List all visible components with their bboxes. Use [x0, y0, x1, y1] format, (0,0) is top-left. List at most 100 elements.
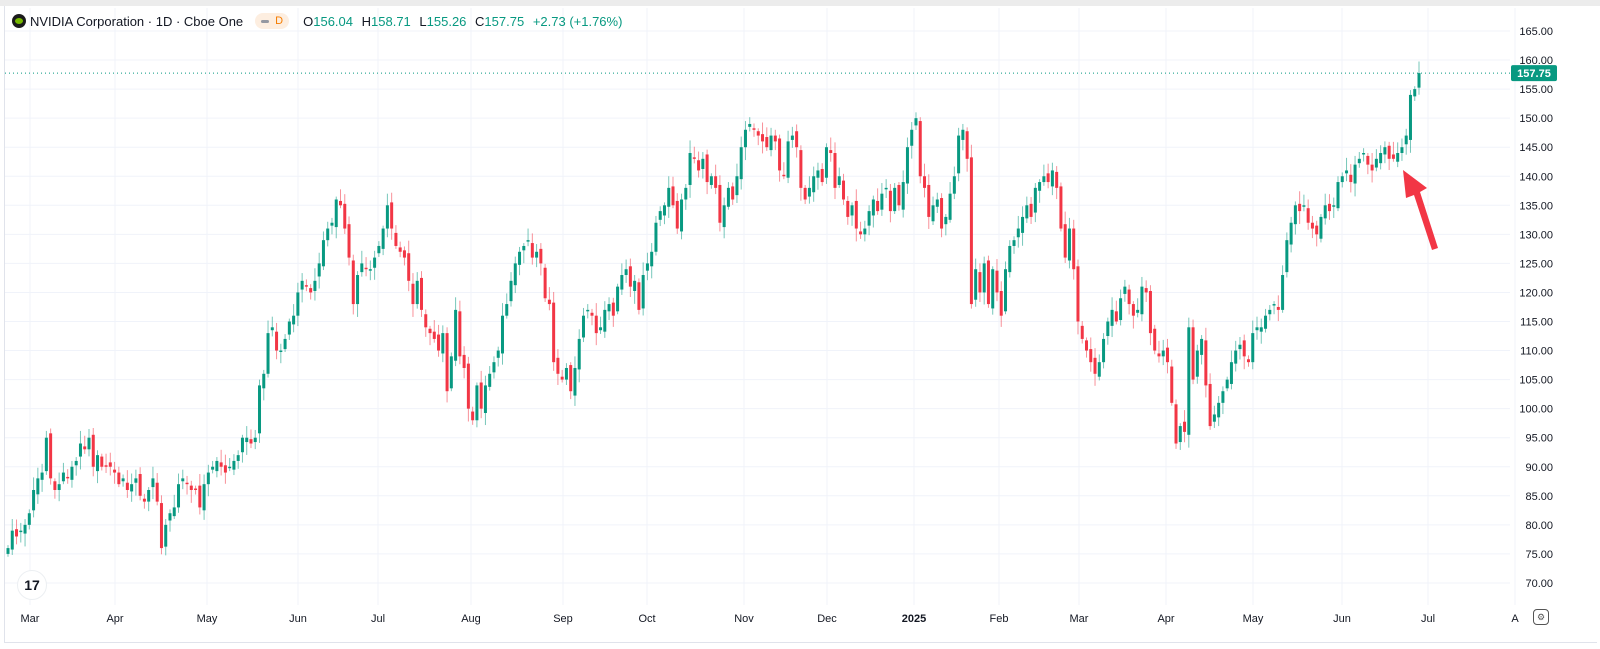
candle-body [880, 193, 884, 210]
candle-body [1136, 309, 1140, 313]
candle [846, 196, 850, 225]
x-tick-label: Jul [1421, 613, 1435, 625]
candle [1242, 334, 1246, 370]
candle [697, 151, 701, 178]
candle-body [309, 288, 313, 293]
candle [1310, 215, 1314, 239]
candle [628, 258, 632, 298]
open-value: 156.04 [313, 13, 353, 29]
candle-body [53, 481, 57, 490]
candle [1114, 300, 1118, 325]
x-tick-label: Jun [1333, 613, 1351, 625]
candle [607, 297, 611, 321]
candle-body [91, 434, 95, 467]
candle [1345, 157, 1349, 182]
candle [356, 271, 360, 317]
tradingview-logo[interactable]: 17 [17, 570, 47, 600]
candle [189, 480, 193, 503]
candle-body [910, 129, 914, 146]
candle-body [1327, 203, 1331, 212]
candle-body [569, 365, 573, 392]
candle [1012, 236, 1016, 254]
candle [1148, 285, 1152, 346]
candle [1059, 182, 1063, 232]
x-tick-label: A [1511, 613, 1519, 625]
candle [518, 246, 522, 276]
y-tick-label: 120.00 [1519, 287, 1553, 299]
candle [905, 137, 909, 194]
candle [262, 369, 266, 401]
candle-body [40, 472, 44, 480]
candle-body [155, 482, 159, 502]
chart-frame [4, 6, 1597, 643]
gear-icon[interactable]: ⚙ [1533, 609, 1549, 625]
candle-body [1413, 89, 1417, 97]
candle [471, 406, 475, 425]
candle-body [483, 385, 487, 414]
interval-badge[interactable]: D [255, 13, 290, 29]
candle-body [1229, 362, 1233, 384]
candle [552, 291, 556, 371]
candle-body [1123, 286, 1127, 294]
candle-body [373, 257, 377, 268]
y-tick-label: 95.00 [1525, 433, 1553, 445]
candle-body [253, 437, 257, 443]
candle [756, 128, 760, 146]
candle [70, 460, 74, 488]
candle-body [547, 299, 551, 305]
candle [1123, 279, 1127, 302]
candle-body [347, 224, 351, 258]
candle [1212, 405, 1216, 428]
candle [287, 318, 291, 340]
candle [735, 163, 739, 204]
candle [743, 121, 747, 161]
candle [965, 127, 969, 172]
candle [1187, 317, 1191, 448]
candle [918, 117, 922, 184]
candle-body [287, 321, 291, 335]
y-tick-label: 100.00 [1519, 404, 1553, 416]
y-tick-label: 115.00 [1520, 317, 1553, 329]
candle-body [662, 205, 666, 216]
candle-body [108, 462, 112, 467]
candle-body [807, 187, 811, 197]
candle-body [1084, 340, 1088, 351]
candle-body [854, 200, 858, 229]
candle-body [1208, 383, 1212, 427]
candle-body [812, 176, 816, 193]
candle-body [339, 200, 343, 206]
candle [701, 152, 705, 179]
candle-body [1076, 266, 1080, 322]
candle-body [177, 484, 181, 508]
candle-body [198, 485, 202, 508]
candle-body [1315, 225, 1319, 235]
candle-body [428, 328, 432, 334]
candle-body [445, 333, 449, 392]
candle-body [300, 280, 304, 290]
candle [1289, 216, 1293, 253]
candle-body [522, 245, 526, 251]
candle [1225, 376, 1229, 392]
candle-body [918, 121, 922, 177]
x-tick-label: Apr [106, 613, 123, 625]
candle-body [407, 253, 411, 281]
candle-body [505, 304, 509, 316]
candle-body [748, 123, 752, 127]
candle-body [756, 131, 760, 136]
candle-body [454, 309, 458, 361]
symbol-title[interactable]: NVIDIA Corporation · 1D · Cboe One [30, 13, 244, 29]
candle [381, 225, 385, 256]
candle [995, 259, 999, 302]
candle-body [360, 263, 364, 273]
candle-body [658, 211, 662, 220]
y-tick-label: 130.00 [1519, 229, 1553, 241]
candle [675, 193, 679, 234]
candle [1029, 197, 1033, 224]
candle-body [1281, 275, 1285, 310]
candle [351, 254, 355, 315]
candle [662, 202, 666, 225]
candle-body [1357, 158, 1361, 164]
candle [1170, 359, 1174, 406]
candle [1208, 373, 1212, 430]
